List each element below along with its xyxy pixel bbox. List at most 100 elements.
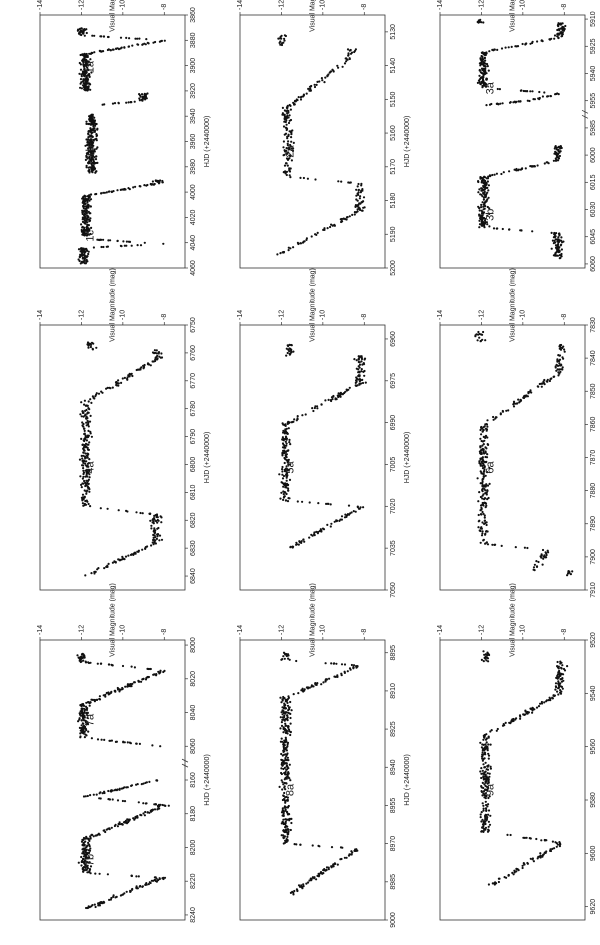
data-point [514, 718, 517, 721]
data-point [480, 203, 483, 206]
data-point [308, 501, 311, 504]
data-point [283, 37, 286, 40]
data-point [108, 190, 111, 193]
data-point [97, 392, 101, 395]
data-point [554, 150, 557, 153]
data-point [287, 828, 290, 831]
data-point [79, 68, 83, 71]
data-point [87, 161, 90, 164]
data-point [484, 179, 487, 182]
data-point [360, 182, 363, 185]
data-point [311, 534, 314, 537]
data-point [552, 375, 555, 378]
data-point [91, 145, 94, 149]
data-point [131, 44, 134, 47]
data-point [148, 512, 151, 515]
data-point [156, 533, 160, 536]
data-point [109, 239, 112, 242]
x-tick-label: 8925 [390, 721, 397, 737]
data-point [340, 180, 343, 183]
data-point [143, 814, 146, 817]
data-point [137, 801, 140, 804]
data-point [80, 73, 83, 76]
data-point [278, 785, 281, 789]
data-point [84, 574, 87, 577]
data-point [485, 541, 488, 544]
data-point [94, 138, 97, 141]
data-point [482, 763, 485, 766]
data-point [282, 490, 285, 493]
data-point [81, 410, 84, 413]
data-point [282, 125, 286, 128]
data-point [278, 41, 281, 45]
data-point [559, 685, 562, 688]
data-point [142, 782, 145, 785]
data-point [496, 48, 499, 52]
data-point [482, 772, 485, 775]
data-point [548, 696, 551, 699]
data-point [495, 729, 498, 732]
data-point [88, 73, 91, 77]
data-point [281, 814, 284, 817]
data-point [482, 512, 485, 516]
data-point [121, 377, 124, 380]
data-point [340, 518, 343, 521]
data-point [292, 891, 295, 895]
data-point [94, 158, 98, 161]
data-point [285, 654, 289, 657]
data-point [296, 415, 299, 418]
data-point [281, 699, 284, 702]
data-point [491, 882, 494, 885]
data-point [483, 734, 486, 737]
data-point [287, 726, 290, 729]
data-point [147, 883, 150, 886]
data-point [359, 208, 362, 212]
data-point [103, 191, 106, 194]
panel-annotation: 1b [85, 145, 97, 157]
data-point [138, 93, 141, 96]
data-point [283, 657, 286, 660]
data-point [557, 667, 560, 670]
data-point [539, 852, 542, 855]
data-point [123, 46, 126, 49]
data-point [80, 855, 83, 859]
data-point [83, 655, 86, 659]
data-point [82, 467, 85, 470]
data-point [562, 27, 566, 30]
data-point [352, 664, 356, 667]
data-point [162, 242, 165, 245]
data-point [80, 724, 83, 727]
x-axis-title: HJD (+2440000) [404, 754, 411, 806]
data-point [282, 651, 286, 654]
data-point [349, 48, 352, 52]
data-point [487, 189, 490, 192]
y-tick-label: -14 [237, 625, 244, 635]
data-point [286, 114, 289, 117]
data-point [517, 169, 520, 172]
data-point [83, 848, 86, 852]
data-point [526, 861, 529, 865]
data-point [113, 689, 116, 693]
data-point [143, 241, 146, 244]
data-point [325, 866, 329, 869]
data-point [283, 781, 286, 785]
data-point [359, 355, 362, 358]
data-point [287, 121, 291, 125]
x-tick-label: 5910 [590, 11, 597, 27]
data-point [157, 179, 160, 183]
data-point [536, 164, 539, 167]
data-point [530, 708, 533, 711]
data-point [101, 792, 104, 795]
data-point [283, 149, 286, 152]
data-point [506, 833, 509, 837]
data-point [329, 525, 332, 528]
data-point [103, 829, 106, 832]
data-point [481, 794, 484, 797]
data-point [561, 664, 564, 667]
data-point [120, 245, 123, 248]
data-point [278, 473, 281, 476]
x-tick-label: 6800 [190, 457, 197, 473]
data-point [79, 250, 83, 253]
data-point [98, 872, 101, 875]
data-point [285, 729, 288, 732]
